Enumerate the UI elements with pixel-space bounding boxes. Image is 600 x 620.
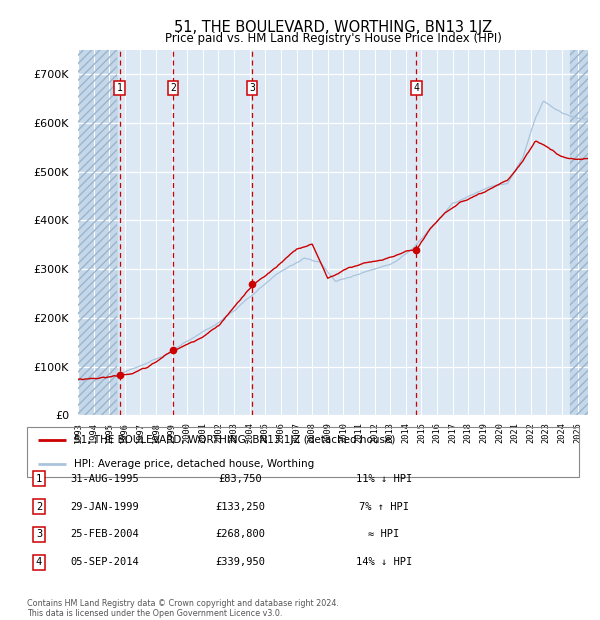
Text: 1: 1 (116, 83, 122, 93)
Text: £268,800: £268,800 (215, 529, 265, 539)
Text: 14% ↓ HPI: 14% ↓ HPI (356, 557, 412, 567)
Text: 3: 3 (36, 529, 42, 539)
Bar (570, 50, 588, 415)
Text: 11% ↓ HPI: 11% ↓ HPI (356, 474, 412, 484)
Bar (78, 50, 117, 415)
Bar (78, 50, 117, 415)
Text: 3: 3 (249, 83, 255, 93)
Text: 31-AUG-1995: 31-AUG-1995 (71, 474, 139, 484)
Text: 4: 4 (413, 83, 419, 93)
Text: ≈ HPI: ≈ HPI (368, 529, 400, 539)
Text: 51, THE BOULEVARD, WORTHING, BN13 1JZ (detached house): 51, THE BOULEVARD, WORTHING, BN13 1JZ (d… (74, 435, 395, 445)
Text: 1: 1 (36, 474, 42, 484)
Text: 05-SEP-2014: 05-SEP-2014 (71, 557, 139, 567)
Text: 2: 2 (36, 502, 42, 512)
Text: £83,750: £83,750 (218, 474, 262, 484)
Text: Contains HM Land Registry data © Crown copyright and database right 2024.
This d: Contains HM Land Registry data © Crown c… (27, 599, 339, 618)
Text: 4: 4 (36, 557, 42, 567)
Text: 2: 2 (170, 83, 176, 93)
Text: HPI: Average price, detached house, Worthing: HPI: Average price, detached house, Wort… (74, 459, 314, 469)
Bar (570, 50, 588, 415)
Text: £133,250: £133,250 (215, 502, 265, 512)
Text: 25-FEB-2004: 25-FEB-2004 (71, 529, 139, 539)
Text: 51, THE BOULEVARD, WORTHING, BN13 1JZ: 51, THE BOULEVARD, WORTHING, BN13 1JZ (174, 20, 492, 35)
Text: 29-JAN-1999: 29-JAN-1999 (71, 502, 139, 512)
Text: Price paid vs. HM Land Registry's House Price Index (HPI): Price paid vs. HM Land Registry's House … (164, 32, 502, 45)
Text: £339,950: £339,950 (215, 557, 265, 567)
Text: 7% ↑ HPI: 7% ↑ HPI (359, 502, 409, 512)
